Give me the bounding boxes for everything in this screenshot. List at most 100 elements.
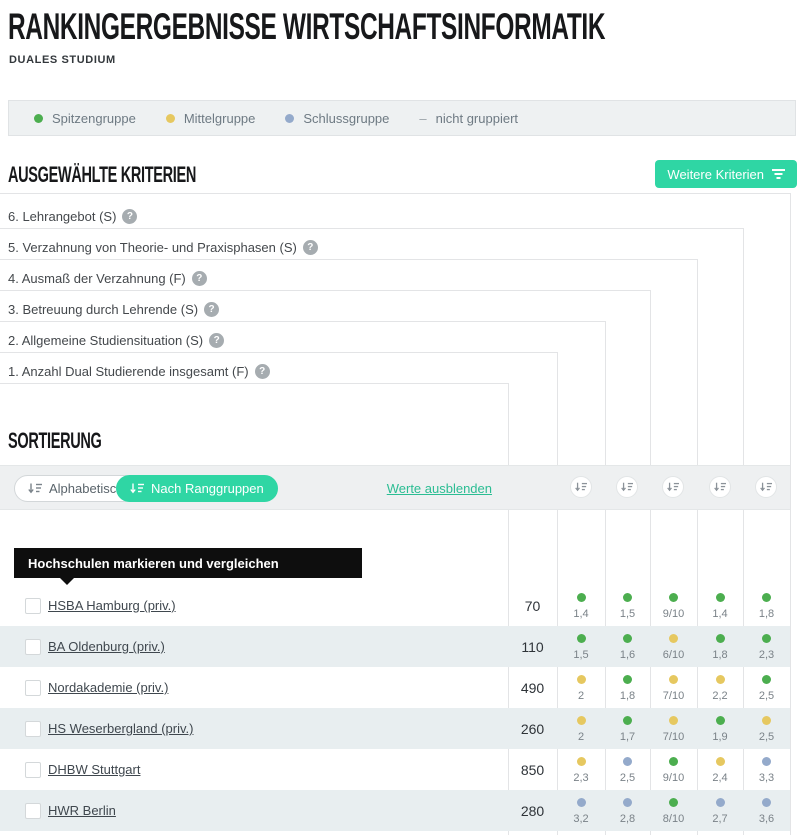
- university-link[interactable]: HSBA Hamburg (priv.): [48, 598, 176, 613]
- hide-values-link[interactable]: Werte ausblenden: [386, 481, 492, 496]
- group-dot-icon: [623, 634, 632, 643]
- criterion-6: 6. Lehrangebot (S) ?: [8, 204, 138, 228]
- help-icon[interactable]: ?: [122, 208, 138, 224]
- help-icon[interactable]: ?: [254, 363, 270, 379]
- help-icon[interactable]: ?: [204, 301, 220, 317]
- rank-cell: 2,2: [697, 667, 743, 708]
- group-dot-icon: [715, 634, 725, 643]
- group-dot-icon: [669, 675, 678, 684]
- group-dot-icon: [669, 757, 678, 766]
- compare-checkbox[interactable]: [25, 598, 41, 614]
- rank-cell: 2,3: [557, 749, 605, 790]
- table-row: HSBA Hamburg (priv.) 70 1,4 1,5 9/10 1,4…: [0, 585, 790, 626]
- filter-icon: [772, 168, 785, 180]
- criterion-2: 2. Allgemeine Studiensituation (S) ?: [8, 328, 225, 352]
- rank-cell: 1,5: [605, 585, 650, 626]
- yellow-dot-icon: [165, 113, 175, 123]
- column-sort-button[interactable]: [616, 476, 638, 498]
- group-dot-icon: [762, 675, 771, 684]
- group-dot-icon: [715, 593, 725, 602]
- university-link[interactable]: DHBW Stuttgart: [48, 762, 141, 777]
- count-cell: 110: [521, 638, 544, 655]
- legend-item-mittelgruppe: Mittelgruppe: [165, 110, 256, 126]
- legend-label: Mittelgruppe: [183, 110, 256, 126]
- criterion-4: 4. Ausmaß der Verzahnung (F) ?: [8, 266, 207, 290]
- rank-cell: 1,8: [697, 626, 743, 667]
- rank-cell: 1,7: [605, 708, 650, 749]
- column-sort-button[interactable]: [755, 476, 777, 498]
- legend-label: Schlussgruppe: [303, 110, 390, 126]
- compare-hint-label: Hochschulen markieren und vergleichen: [28, 555, 279, 571]
- compare-checkbox[interactable]: [25, 680, 41, 696]
- rank-cell: 1,8: [743, 585, 790, 626]
- compare-hint-banner: Hochschulen markieren und vergleichen: [14, 548, 362, 578]
- criterion-label: 3. Betreuung durch Lehrende (S): [8, 301, 199, 317]
- page-subtitle: DUALES STUDIUM: [9, 54, 116, 66]
- sort-alphabetical-label: Alphabetisch: [49, 481, 124, 496]
- column-sort-button[interactable]: [662, 476, 684, 498]
- help-icon[interactable]: ?: [191, 270, 207, 286]
- group-dot-icon: [623, 716, 632, 725]
- count-cell: 490: [520, 679, 545, 696]
- group-dot-icon: [576, 593, 586, 602]
- group-dot-icon: [623, 675, 632, 684]
- sort-by-rank-label: Nach Ranggruppen: [151, 481, 264, 496]
- rank-cell: 2,8: [605, 790, 650, 831]
- group-dot-icon: [576, 675, 586, 684]
- count-cell: 260: [520, 720, 545, 737]
- compare-checkbox[interactable]: [25, 639, 41, 655]
- group-dot-icon: [715, 757, 725, 766]
- group-dot-icon: [576, 716, 586, 725]
- compare-checkbox[interactable]: [25, 721, 41, 737]
- blue-dot-icon: [285, 113, 295, 123]
- sort-descending-icon: [28, 483, 42, 494]
- count-cell: 850: [520, 761, 545, 778]
- group-dot-icon: [576, 757, 586, 766]
- group-dot-icon: [762, 634, 771, 643]
- sort-by-rank-button[interactable]: Nach Ranggruppen: [116, 475, 278, 502]
- group-dot-icon: [669, 593, 678, 602]
- rank-cell: 1,5: [557, 626, 605, 667]
- group-dot-icon: [669, 798, 678, 807]
- criterion-label: 2. Allgemeine Studiensituation (S): [8, 332, 204, 348]
- section-divider: [0, 193, 790, 194]
- compare-checkbox[interactable]: [25, 803, 41, 819]
- group-dot-icon: [623, 798, 632, 807]
- compare-checkbox[interactable]: [25, 762, 41, 778]
- rank-cell: 2,3: [743, 626, 790, 667]
- more-criteria-button[interactable]: Weitere Kriterien: [655, 160, 797, 188]
- group-legend: Spitzengruppe Mittelgruppe Schlussgruppe…: [8, 100, 796, 136]
- more-criteria-label: Weitere Kriterien: [667, 166, 764, 182]
- legend-label: nicht gruppiert: [435, 110, 519, 126]
- group-dot-icon: [762, 798, 771, 807]
- university-link[interactable]: BA Oldenburg (priv.): [48, 639, 165, 654]
- column-sort-button[interactable]: [570, 476, 592, 498]
- rank-cell: 2,5: [743, 708, 790, 749]
- criterion-label: 4. Ausmaß der Verzahnung (F): [8, 270, 186, 286]
- university-link[interactable]: HS Weserbergland (priv.): [48, 721, 194, 736]
- legend-item-spitzengruppe: Spitzengruppe: [34, 111, 136, 126]
- group-dot-icon: [669, 634, 678, 643]
- help-icon[interactable]: ?: [209, 332, 225, 348]
- rank-cell: 1,4: [557, 585, 605, 626]
- criterion-1: 1. Anzahl Dual Studierende insgesamt (F)…: [8, 359, 270, 383]
- help-icon[interactable]: ?: [302, 239, 318, 255]
- rank-cell: 1,6: [605, 626, 650, 667]
- rank-cell: 9/10: [650, 585, 697, 626]
- rank-cell: 1,9: [697, 708, 743, 749]
- group-dot-icon: [576, 798, 586, 807]
- rank-cell: 7/10: [650, 708, 697, 749]
- sort-alphabetical-button[interactable]: Alphabetisch: [14, 475, 138, 502]
- column-sort-button[interactable]: [709, 476, 731, 498]
- university-link[interactable]: Nordakademie (priv.): [48, 680, 169, 695]
- group-dot-icon: [623, 757, 632, 766]
- group-dot-icon: [576, 634, 586, 643]
- sorting-heading: SORTIERUNG: [8, 428, 102, 453]
- criterion-label: 5. Verzahnung von Theorie- und Praxispha…: [8, 239, 297, 255]
- rank-cell: 2: [557, 708, 605, 749]
- rank-cell: 2,5: [605, 749, 650, 790]
- university-link[interactable]: HWR Berlin: [48, 803, 116, 818]
- rank-cell: 1,8: [605, 667, 650, 708]
- page-title: RANKINGERGEBNISSE WIRTSCHAFTSINFORMATIK: [8, 6, 606, 47]
